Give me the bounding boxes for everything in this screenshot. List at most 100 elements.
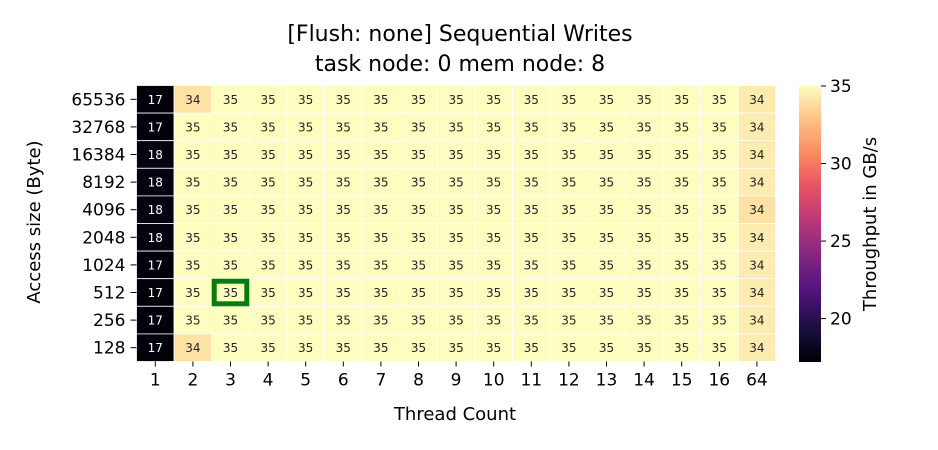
cell-label: 18 [148, 203, 163, 217]
heatmap-cell [324, 195, 363, 224]
heatmap-cell [248, 278, 288, 307]
cell-label: 35 [561, 148, 576, 162]
cell-label: 35 [599, 148, 614, 162]
heatmap-cell [361, 305, 401, 335]
heatmap-cell [624, 223, 664, 252]
cell-label: 35 [373, 258, 388, 272]
cell-label: 17 [148, 341, 163, 355]
cell-label: 35 [373, 231, 388, 245]
cell-label: 17 [148, 286, 163, 300]
heatmap-cell [587, 223, 626, 252]
x-tick-label: 6 [338, 371, 349, 391]
cell-label: 35 [524, 93, 539, 107]
cell-label: 35 [373, 286, 388, 300]
heatmap-cell [248, 333, 288, 362]
cell-label: 35 [486, 203, 501, 217]
heatmap-cell [662, 278, 701, 307]
cell-label: 35 [223, 231, 238, 245]
heatmap-cell [624, 112, 664, 142]
colorbar-tick-label: 30 [830, 155, 852, 175]
heatmap-cell [474, 85, 513, 114]
cell-label: 35 [185, 176, 200, 190]
heatmap-cell [324, 85, 363, 114]
cell-label: 35 [636, 120, 651, 134]
cell-label: 34 [749, 93, 764, 107]
cell-label: 35 [260, 93, 275, 107]
heatmap-cell [286, 167, 325, 197]
x-tick-label: 7 [375, 371, 386, 391]
cell-label: 35 [448, 231, 463, 245]
cell-label: 35 [599, 120, 614, 134]
y-tick-label: 1024 [82, 256, 125, 276]
cell-label: 35 [298, 203, 313, 217]
cell-label: 35 [260, 258, 275, 272]
colorbar-label: Throughput in GB/s [860, 137, 881, 312]
heatmap-cell [211, 305, 250, 335]
heatmap-cell [173, 167, 213, 197]
cell-label: 35 [712, 231, 727, 245]
cell-label: 35 [260, 286, 275, 300]
x-tick-label: 3 [225, 371, 236, 391]
cell-label: 35 [486, 341, 501, 355]
cell-label: 34 [185, 341, 200, 355]
heatmap-cells: 17 34 35 35 35 35 35 35 35 35 35 35 35 35 35 35 34 17 35 35… [136, 85, 777, 362]
cell-label: 35 [223, 314, 238, 328]
cell-label: 35 [524, 286, 539, 300]
heatmap-cell [587, 333, 626, 362]
heatmap-cell [512, 140, 551, 169]
cell-label: 35 [674, 231, 689, 245]
cell-label: 35 [561, 203, 576, 217]
cell-label: 35 [411, 231, 426, 245]
cell-label: 35 [674, 120, 689, 134]
cell-label: 35 [712, 341, 727, 355]
colorbar-tick-label: 20 [830, 310, 852, 330]
cell-label: 35 [223, 341, 238, 355]
cell-label: 35 [298, 231, 313, 245]
heatmap-cell [549, 278, 589, 307]
heatmap-cell [512, 195, 551, 224]
y-tick-label: 8192 [82, 173, 125, 193]
cell-label: 35 [185, 231, 200, 245]
cell-label: 35 [674, 286, 689, 300]
heatmap-cell [436, 278, 476, 307]
cell-label: 35 [448, 148, 463, 162]
cell-label: 35 [336, 120, 351, 134]
cell-label: 35 [561, 314, 576, 328]
cell-label: 35 [223, 148, 238, 162]
chart-subtitle: task node: 0 mem node: 8 [315, 52, 605, 77]
cell-label: 35 [373, 203, 388, 217]
heatmap-cell [624, 250, 664, 280]
cell-label: 34 [749, 176, 764, 190]
cell-label: 35 [674, 314, 689, 328]
cell-label: 35 [674, 148, 689, 162]
cell-label: 34 [749, 120, 764, 134]
cell-label: 35 [486, 176, 501, 190]
y-tick-label: 128 [93, 339, 125, 359]
heatmap-cell [512, 305, 551, 335]
cell-label: 35 [411, 314, 426, 328]
cell-label: 35 [561, 120, 576, 134]
heatmap-cell [286, 195, 325, 224]
heatmap-cell [173, 140, 213, 169]
y-tick-label: 32768 [71, 118, 125, 138]
cell-label: 35 [223, 286, 238, 300]
heatmap-cell [211, 112, 250, 142]
cell-label: 34 [749, 341, 764, 355]
x-tick-label: 14 [633, 371, 655, 391]
cell-label: 35 [674, 258, 689, 272]
cell-label: 35 [448, 120, 463, 134]
cell-label: 18 [148, 148, 163, 162]
cell-label: 18 [148, 231, 163, 245]
cell-label: 35 [185, 120, 200, 134]
heatmap-cell [662, 333, 701, 362]
heatmap-cell [700, 140, 739, 169]
cell-label: 35 [524, 314, 539, 328]
cell-label: 35 [298, 286, 313, 300]
heatmap-cell [474, 195, 513, 224]
cell-label: 35 [185, 258, 200, 272]
cell-label: 35 [599, 231, 614, 245]
heatmap-cell [587, 167, 626, 197]
x-tick-label: 1 [150, 371, 161, 391]
heatmap-cell [512, 223, 551, 252]
